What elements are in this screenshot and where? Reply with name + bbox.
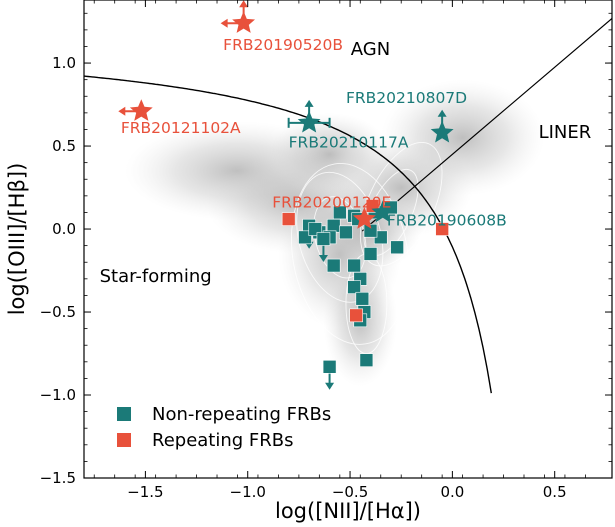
- legend-swatch: [117, 407, 131, 421]
- density-contour: [313, 196, 367, 279]
- frb-square-marker: [435, 222, 449, 236]
- density-contour: [290, 163, 410, 345]
- y-tick-label: 0.0: [52, 220, 76, 238]
- star-label: FRB20121102A: [121, 119, 241, 137]
- y-tick-label: −1.5: [40, 469, 76, 487]
- star-label: FRB20200120E: [272, 193, 391, 211]
- frb-square-marker: [298, 230, 312, 245]
- limit-arrow-head: [118, 106, 126, 116]
- frb-markers: [118, 0, 454, 390]
- star-label: FRB20190520B: [223, 36, 343, 54]
- frb-star-marker: [430, 120, 454, 143]
- frb-star-marker: [353, 207, 376, 229]
- density-blob: [380, 79, 545, 196]
- limit-arrow-head: [304, 99, 314, 107]
- legend-swatch: [117, 433, 131, 447]
- legend-label: Non-repeating FRBs: [152, 404, 331, 425]
- plot-frame: [83, 0, 613, 479]
- x-tick-label: 0.0: [440, 483, 464, 501]
- limit-arrow-head: [239, 0, 249, 8]
- star-label: FRB20190608B: [387, 212, 507, 230]
- star-label: FRB20210117A: [289, 134, 409, 152]
- axes: −1.5 −1.0 −0.5 0.0 0.5 −1.5 −1.0 −0.5 0.0 0.5 1.0 l…: [5, 0, 612, 523]
- frb-star-marker: [129, 99, 153, 121]
- y-tick-label: 1.0: [52, 54, 76, 72]
- frb-star-marker: [297, 110, 321, 133]
- density-contour: [359, 141, 443, 267]
- frb-square-marker: [316, 232, 331, 246]
- legend-label: Repeating FRBs: [152, 430, 294, 451]
- region-label: Star-forming: [100, 266, 212, 287]
- demarcation-curves: [84, 17, 612, 394]
- x-tick-label: −0.5: [332, 483, 368, 501]
- frb-square-marker: [322, 359, 337, 374]
- limit-arrow-head: [325, 382, 335, 390]
- frb-square-marker: [355, 291, 370, 306]
- limit-arrow-head: [437, 109, 447, 117]
- y-tick-label: 0.5: [52, 137, 76, 155]
- frb-square-marker: [326, 218, 341, 233]
- kewley-curve: [84, 75, 492, 394]
- frb-square-marker: [390, 240, 404, 255]
- y-tick-label: −0.5: [40, 303, 76, 321]
- density-blob: [268, 112, 391, 196]
- limit-arrow-head: [220, 18, 228, 28]
- x-tick-label: 0.5: [543, 483, 567, 501]
- frb-star-marker: [371, 200, 395, 223]
- annotations: FRB20190520B FRB20121102A FRB20210117A FRB2…: [100, 36, 592, 287]
- region-label: LINER: [539, 122, 592, 143]
- limit-arrow-head: [318, 255, 328, 262]
- region-label: AGN: [351, 39, 390, 60]
- frb-square-marker: [363, 223, 378, 238]
- x-axis-label: log([NII]/[Hα]): [275, 499, 421, 523]
- x-tick-label: −1.5: [127, 483, 163, 501]
- frb-square-marker: [281, 212, 296, 226]
- frb-star-marker: [232, 11, 255, 33]
- frb-square-marker: [326, 258, 341, 273]
- frb-square-marker: [363, 247, 378, 261]
- frb-square-marker: [347, 280, 361, 294]
- frb-square-marker: [339, 225, 353, 240]
- legend: Non-repeating FRBs Repeating FRBs: [117, 404, 331, 451]
- star-label: FRB20210807D: [346, 89, 467, 107]
- frb-square-marker: [349, 308, 363, 323]
- liner-line: [361, 17, 612, 232]
- frb-square-marker: [347, 258, 361, 273]
- y-axis-label: log([OIII]/[Hβ]): [5, 163, 29, 316]
- y-tick-label: −1.0: [40, 386, 76, 404]
- x-tick-label: −1.0: [230, 483, 266, 501]
- frb-square-marker: [359, 353, 374, 367]
